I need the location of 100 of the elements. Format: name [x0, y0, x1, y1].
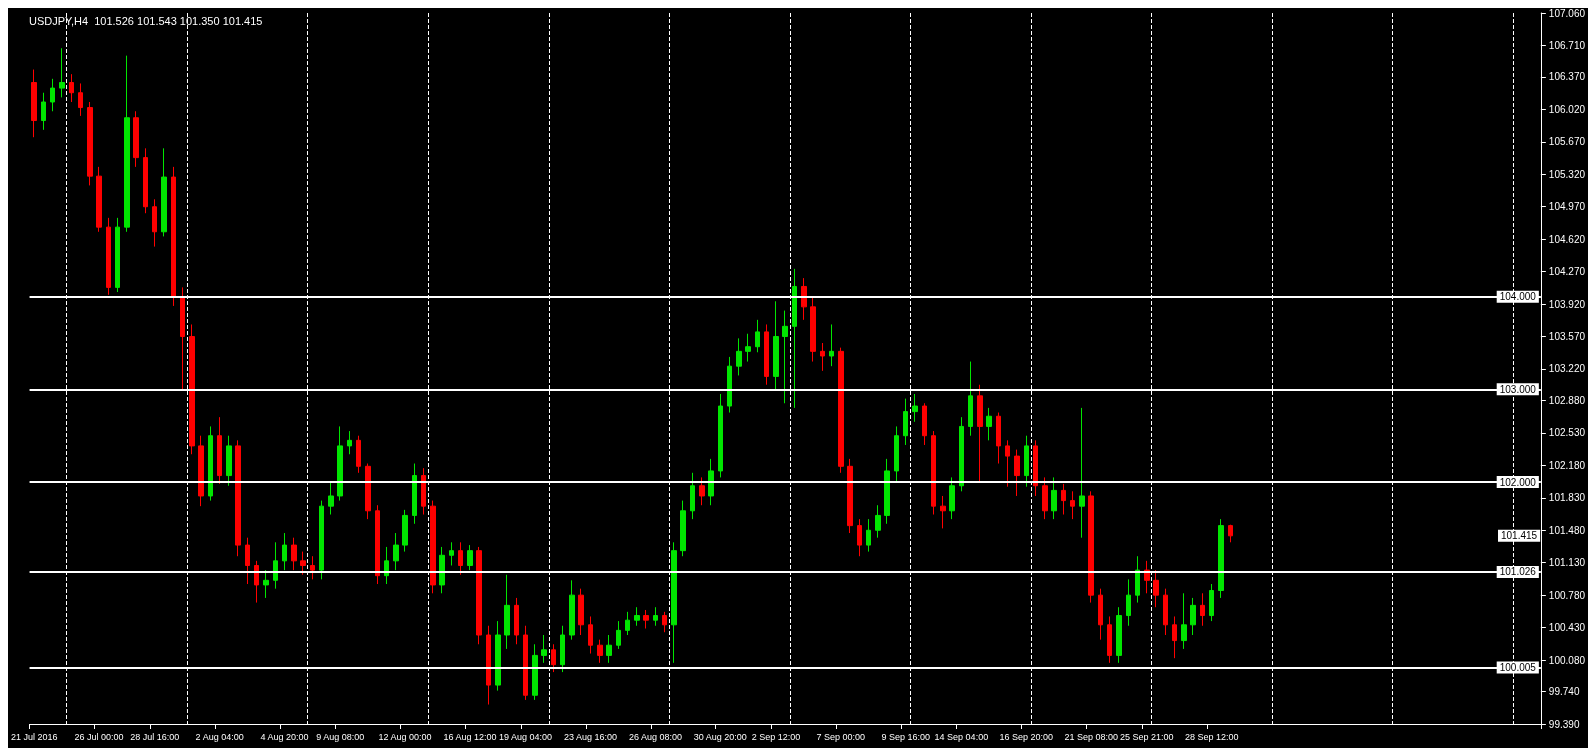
candlestick — [50, 78, 55, 112]
candlestick — [1079, 407, 1085, 539]
candlestick — [931, 430, 936, 515]
x-tick-label: 9 Sep 16:00 — [881, 731, 931, 742]
candlestick — [310, 555, 315, 580]
candlestick — [606, 634, 612, 664]
y-tick-label: 106.710 — [1548, 39, 1586, 51]
candlestick — [171, 166, 176, 307]
candlestick — [430, 500, 436, 594]
candlestick — [78, 82, 83, 117]
candlestick — [866, 518, 871, 553]
y-tick-label: 105.670 — [1548, 136, 1586, 148]
candlestick — [495, 620, 501, 692]
candlestick — [810, 296, 816, 363]
ref-line-label: 102.000 — [1499, 476, 1537, 488]
y-tick-label: 99.740 — [1548, 686, 1580, 698]
x-tick-label: 9 Aug 08:00 — [316, 731, 365, 742]
candlestick — [653, 606, 658, 627]
candlestick — [968, 361, 973, 437]
candlestick — [1163, 588, 1168, 636]
x-tick-label: 26 Jul 00:00 — [74, 731, 124, 742]
y-tick-label: 107.060 — [1548, 7, 1586, 19]
candlestick — [912, 393, 918, 423]
candlestick — [356, 435, 361, 474]
candlestick — [1042, 476, 1048, 520]
candlestick — [662, 611, 667, 633]
candlestick — [124, 55, 130, 233]
candlestick — [226, 435, 232, 487]
candlestick — [189, 323, 195, 455]
candlestick — [643, 609, 649, 630]
candlestick — [541, 634, 547, 664]
annotation: 101.415 — [1501, 530, 1538, 542]
candlestick — [922, 402, 927, 446]
x-tick-label: 2 Sep 12:00 — [751, 731, 801, 742]
chart-title: USDJPY,H4 101.526 101.543 101.350 101.415 — [29, 14, 263, 27]
candlestick — [801, 277, 807, 321]
candlestick — [773, 300, 779, 390]
x-tick-label: 26 Aug 08:00 — [628, 731, 682, 742]
y-tick-label: 104.270 — [1548, 266, 1586, 278]
candlestick — [393, 532, 399, 571]
candlestick — [699, 476, 705, 506]
x-tick-label: 16 Aug 12:00 — [443, 731, 497, 742]
candlestick — [273, 541, 278, 590]
ref-line-label: 101.026 — [1499, 566, 1537, 578]
candlestick — [1190, 597, 1196, 636]
candlestick — [838, 347, 844, 474]
candlestick — [87, 101, 93, 186]
candlestick — [365, 463, 371, 520]
candlestick — [569, 579, 575, 641]
candlestick — [782, 310, 788, 404]
y-tick-label: 101.480 — [1548, 524, 1586, 536]
y-tick-label: 101.130 — [1548, 557, 1586, 569]
candlestick — [523, 625, 528, 701]
candlestick — [884, 458, 890, 525]
candlestick — [532, 643, 538, 701]
candlestick — [476, 546, 482, 645]
candlestick — [458, 541, 463, 576]
x-tick-label: 28 Sep 12:00 — [1184, 731, 1239, 742]
candlestick — [680, 500, 686, 557]
candlestick — [745, 333, 751, 363]
candlestick — [708, 458, 714, 506]
candlestick — [115, 217, 120, 293]
candlestick — [208, 425, 213, 502]
candlestick — [328, 481, 334, 515]
x-tick-label: 21 Jul 2016 — [10, 731, 58, 742]
candlestick — [727, 356, 732, 414]
candlestick — [254, 560, 259, 604]
candlestick — [551, 643, 556, 673]
candlestick — [1228, 524, 1233, 543]
ref-line-label: 104.000 — [1499, 291, 1537, 303]
candlestick — [588, 615, 593, 655]
candlestick — [940, 495, 946, 529]
candlestick — [439, 546, 445, 594]
x-tick-label: 30 Aug 20:00 — [693, 731, 747, 742]
candlestick — [96, 166, 102, 233]
candlestick — [1153, 569, 1159, 608]
candlestick — [847, 458, 853, 534]
candlestick — [1061, 483, 1066, 515]
candlestick — [560, 625, 565, 673]
candlestick — [736, 337, 742, 376]
candlestick — [412, 463, 417, 525]
candlestick — [106, 217, 111, 296]
candlestick — [1098, 588, 1103, 641]
candlestick — [1107, 615, 1112, 664]
candlestick — [1209, 583, 1214, 622]
candlestick — [959, 416, 964, 492]
ref-line-label: 100.005 — [1499, 661, 1537, 673]
candlestick — [337, 425, 343, 502]
candlestick — [161, 147, 167, 237]
x-tick-label: 4 Aug 20:00 — [260, 731, 309, 742]
candlestick — [282, 532, 287, 571]
x-tick-label: 14 Sep 04:00 — [934, 731, 989, 742]
ref-line-label: 103.000 — [1499, 383, 1537, 395]
y-tick-label: 106.020 — [1548, 103, 1586, 115]
candlestick — [625, 611, 630, 636]
candlestick — [41, 92, 46, 131]
candlestick — [375, 504, 380, 585]
candlestick — [1051, 476, 1057, 520]
candlestick — [504, 574, 510, 650]
y-tick-label: 103.570 — [1548, 331, 1586, 343]
